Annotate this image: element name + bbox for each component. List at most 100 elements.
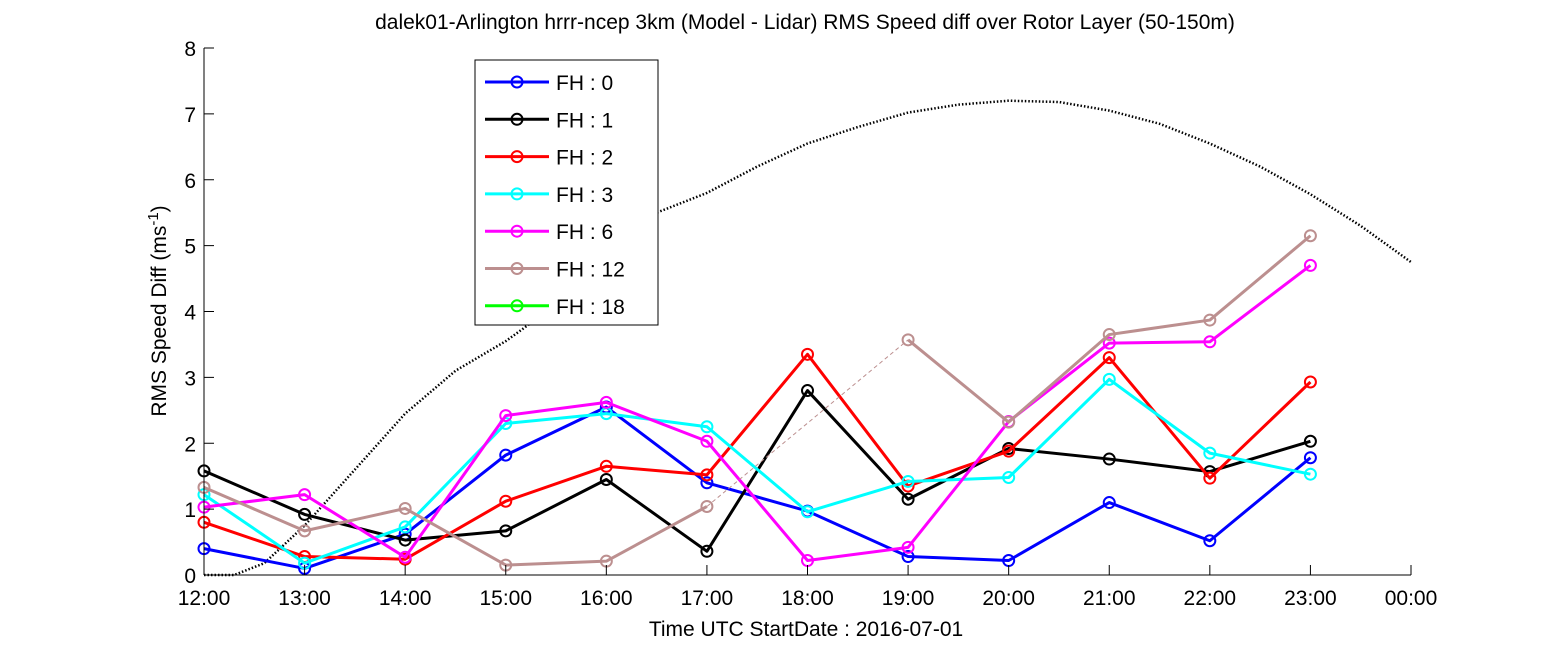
y-tick-label: 6 bbox=[184, 170, 196, 193]
series-line bbox=[203, 264, 1312, 563]
legend-label: FH : 18 bbox=[556, 296, 625, 319]
data-point bbox=[901, 474, 915, 488]
y-tick-label: 0 bbox=[184, 565, 196, 588]
legend-label: FH : 6 bbox=[556, 221, 613, 244]
x-tick-label: 20:00 bbox=[982, 587, 1035, 610]
legend-marker bbox=[510, 262, 524, 275]
data-point bbox=[499, 409, 513, 423]
x-tick-label: 17:00 bbox=[681, 587, 734, 610]
x-tick-label: 12:00 bbox=[178, 587, 231, 610]
data-point bbox=[1203, 335, 1217, 349]
data-point bbox=[901, 550, 915, 564]
legend-label: FH : 0 bbox=[556, 72, 613, 95]
x-tick-label: 13:00 bbox=[278, 587, 331, 610]
x-tick-label: 23:00 bbox=[1284, 587, 1337, 610]
data-point bbox=[499, 524, 513, 538]
x-tick-label: 19:00 bbox=[882, 587, 935, 610]
series-line bbox=[907, 234, 1312, 424]
y-tick-label: 8 bbox=[184, 38, 196, 61]
data-point bbox=[1102, 372, 1116, 386]
data-point bbox=[1203, 313, 1217, 327]
x-tick-label: 16:00 bbox=[580, 587, 633, 610]
data-point bbox=[1303, 467, 1317, 481]
data-point bbox=[1002, 444, 1016, 458]
x-tick-label: 00:00 bbox=[1385, 587, 1438, 610]
x-tick-label: 22:00 bbox=[1184, 587, 1237, 610]
data-point bbox=[599, 395, 613, 409]
data-point bbox=[1102, 452, 1116, 466]
x-tick-label: 21:00 bbox=[1083, 587, 1136, 610]
reference-curve bbox=[204, 99, 1412, 577]
data-point bbox=[1203, 471, 1217, 485]
y-tick-label: 1 bbox=[184, 499, 196, 522]
x-tick-label: 15:00 bbox=[479, 587, 532, 610]
legend-marker bbox=[510, 187, 524, 201]
y-axis-label: RMS Speed Diff (ms-1) bbox=[145, 205, 171, 416]
data-point bbox=[700, 468, 714, 482]
data-point bbox=[1002, 415, 1016, 429]
data-point bbox=[801, 347, 814, 361]
data-point bbox=[298, 524, 312, 538]
legend-label: FH : 2 bbox=[556, 147, 613, 170]
data-point bbox=[1303, 375, 1317, 389]
data-point bbox=[801, 505, 814, 519]
data-point bbox=[398, 501, 412, 515]
data-point bbox=[398, 520, 412, 534]
data-point bbox=[901, 540, 915, 554]
data-point bbox=[1203, 534, 1217, 548]
series-line bbox=[203, 377, 1311, 565]
data-point bbox=[1102, 496, 1116, 510]
data-point bbox=[700, 499, 714, 513]
series-layer bbox=[197, 229, 1317, 575]
data-point bbox=[499, 448, 513, 462]
data-point bbox=[1303, 434, 1317, 448]
data-point bbox=[499, 494, 513, 508]
series-line bbox=[203, 405, 1312, 570]
data-point bbox=[700, 434, 714, 448]
plot-area bbox=[204, 48, 1411, 575]
y-tick-label: 4 bbox=[184, 302, 196, 325]
y-axis-label-superscript: -1 bbox=[145, 212, 162, 225]
data-point bbox=[700, 420, 714, 434]
data-point bbox=[1303, 258, 1317, 272]
data-point bbox=[398, 533, 412, 547]
series-line bbox=[203, 352, 1312, 561]
y-tick-label: 7 bbox=[184, 104, 196, 127]
x-axis-label: Time UTC StartDate : 2016-07-01 bbox=[649, 618, 963, 641]
data-point bbox=[1102, 336, 1116, 350]
series-fh-3 bbox=[197, 372, 1317, 570]
legend-marker bbox=[510, 112, 524, 126]
series-line bbox=[203, 486, 708, 567]
legend-marker bbox=[510, 150, 524, 164]
y-tick-label: 2 bbox=[184, 433, 196, 456]
data-point bbox=[599, 459, 613, 473]
data-point bbox=[298, 507, 312, 521]
data-point bbox=[298, 488, 312, 502]
data-point bbox=[901, 333, 915, 347]
legend: FH : 0 FH : 1 FH : 2 FH : 3 FH : 6 FH : 12 FH … bbox=[474, 59, 659, 326]
data-point bbox=[801, 384, 814, 398]
data-point bbox=[1102, 351, 1116, 365]
y-tick-label: 5 bbox=[184, 236, 196, 259]
y-ticks: 0 1 2 3 4 5 6 7 8 bbox=[184, 38, 214, 588]
data-point bbox=[1002, 471, 1016, 485]
y-axis-label-main: RMS Speed Diff (ms bbox=[148, 226, 171, 417]
chart-title: dalek01-Arlington hrrr-ncep 3km (Model -… bbox=[375, 11, 1235, 34]
legend-items: FH : 0 FH : 1 FH : 2 FH : 3 FH : 6 FH : 12 FH … bbox=[485, 72, 625, 319]
data-point bbox=[901, 492, 915, 506]
x-tick-label: 18:00 bbox=[781, 587, 834, 610]
legend-marker bbox=[510, 224, 524, 238]
y-axis-label-close: ) bbox=[148, 205, 171, 212]
data-point bbox=[1303, 229, 1317, 243]
legend-marker bbox=[510, 299, 524, 313]
series-fh-12 bbox=[197, 229, 1317, 572]
data-point bbox=[1203, 446, 1217, 460]
x-ticks: 12:00 13:00 14:00 15:00 16:00 17:00 18:00 19:00… bbox=[178, 565, 1438, 610]
data-point bbox=[599, 472, 613, 486]
data-point bbox=[700, 544, 714, 558]
legend-label: FH : 12 bbox=[556, 259, 625, 282]
legend-label: FH : 3 bbox=[556, 184, 613, 207]
x-tick-label: 14:00 bbox=[379, 587, 432, 610]
series-gap-bridge bbox=[706, 339, 909, 507]
